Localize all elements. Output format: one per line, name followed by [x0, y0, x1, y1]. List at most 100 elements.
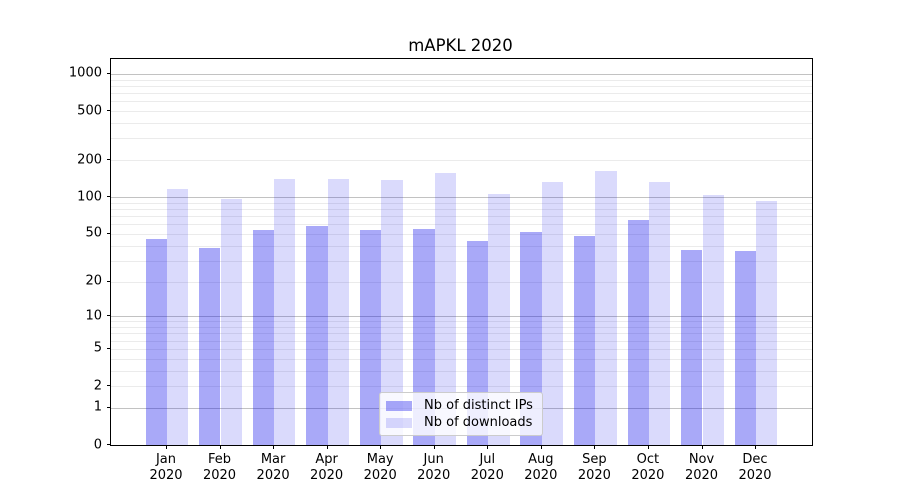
gridline-minor — [111, 358, 812, 360]
x-axis-tick-label: Mar 2020 — [256, 452, 290, 483]
x-tick-mark — [166, 445, 167, 449]
bar-distinct-ips — [681, 249, 703, 445]
y-axis-tick-label: 1 — [93, 399, 102, 415]
x-tick-mark — [647, 445, 649, 449]
x-tick-mark — [433, 445, 435, 449]
y-tick-mark — [107, 232, 111, 234]
y-tick-mark — [107, 347, 111, 349]
bar-distinct-ips — [734, 251, 756, 445]
y-axis-tick-label: 200 — [77, 152, 102, 168]
gridline-major — [111, 197, 812, 199]
gridline-minor — [111, 138, 812, 140]
bar-distinct-ips — [145, 239, 167, 445]
y-tick-mark — [107, 315, 111, 317]
y-tick-mark — [107, 444, 111, 445]
bar-downloads — [327, 179, 349, 445]
legend-swatch-downloads — [386, 417, 412, 428]
bar-distinct-ips — [574, 236, 596, 445]
bar-downloads — [274, 178, 296, 445]
x-tick-mark — [273, 445, 275, 449]
x-tick-mark — [594, 445, 596, 449]
y-tick-mark — [107, 385, 111, 386]
x-tick-mark — [701, 445, 703, 449]
y-tick-mark — [107, 110, 111, 112]
x-axis-tick-label: Oct 2020 — [631, 452, 665, 483]
gridline-minor — [111, 216, 812, 217]
x-tick-mark — [540, 445, 542, 449]
y-axis-tick-label: 50 — [85, 225, 102, 241]
y-axis-tick-label: 10 — [85, 308, 102, 324]
bar-distinct-ips — [199, 248, 221, 445]
y-axis-tick-label: 0 — [93, 437, 102, 452]
gridline-minor — [111, 370, 812, 372]
x-tick-mark — [755, 445, 756, 449]
bar-distinct-ips — [252, 229, 274, 445]
x-axis-tick-label: Sep 2020 — [577, 452, 611, 483]
y-axis-tick-label: 100 — [77, 189, 102, 205]
y-axis-tick-label: 2 — [93, 378, 102, 393]
bar-distinct-ips — [520, 231, 542, 445]
gridline-minor — [111, 245, 812, 247]
legend-swatch-distinct-ips — [386, 400, 412, 411]
gridline-minor — [111, 79, 812, 81]
x-axis-tick-label: Dec 2020 — [738, 452, 772, 483]
gridline-major — [111, 316, 812, 318]
gridline-minor — [111, 333, 812, 335]
chart-title: mAPKL 2020 — [408, 36, 513, 55]
bar-downloads — [756, 201, 778, 445]
y-axis-tick-label: 1000 — [68, 65, 102, 81]
x-tick-mark — [380, 445, 382, 449]
gridline-minor — [111, 224, 812, 226]
gridline-minor — [111, 340, 812, 342]
legend-label-distinct-ips: Nb of distinct IPs — [424, 398, 533, 413]
y-axis-tick-label: 500 — [77, 103, 102, 119]
x-axis-tick-label: May 2020 — [363, 452, 397, 483]
gridline-minor — [111, 327, 812, 328]
legend-item-downloads: Nb of downloads — [386, 415, 534, 430]
gridline-minor — [111, 101, 812, 103]
gridline-minor — [111, 123, 812, 124]
bar-downloads — [434, 172, 457, 445]
gridline-minor — [111, 160, 812, 162]
gridline-minor — [111, 281, 812, 283]
legend-item-distinct-ips: Nb of distinct IPs — [386, 398, 534, 413]
x-tick-mark — [487, 445, 489, 449]
gridline-minor — [111, 260, 812, 262]
x-axis-tick-label: Feb 2020 — [202, 452, 237, 483]
bar-downloads — [541, 181, 564, 445]
gridline-minor — [111, 111, 812, 113]
bar-distinct-ips — [306, 226, 328, 445]
y-tick-mark — [107, 72, 111, 74]
plot-area — [110, 58, 813, 446]
bar-downloads — [702, 195, 724, 445]
y-axis-tick-label: 5 — [93, 340, 102, 356]
y-tick-mark — [107, 159, 111, 161]
bar-distinct-ips — [359, 229, 382, 445]
x-axis-tick-label: Jul 2020 — [470, 452, 504, 483]
legend: Nb of distinct IPs Nb of downloads — [379, 392, 543, 436]
x-axis-tick-label: Nov 2020 — [684, 452, 719, 483]
y-tick-mark — [107, 196, 111, 198]
gridline-major — [111, 73, 812, 75]
gridline-minor — [111, 209, 812, 210]
bar-downloads — [220, 198, 242, 445]
x-axis-tick-label: Jun 2020 — [417, 452, 451, 483]
legend-label-downloads: Nb of downloads — [424, 415, 533, 430]
bar-downloads — [648, 181, 671, 445]
x-tick-mark — [326, 445, 328, 449]
bar-distinct-ips — [413, 228, 435, 445]
gridline-minor — [111, 321, 812, 323]
bar-downloads — [488, 194, 510, 445]
gridline-minor — [111, 348, 812, 350]
x-axis-tick-label: Aug 2020 — [524, 452, 558, 483]
gridline-minor — [111, 85, 812, 87]
y-axis-tick-label: 20 — [85, 273, 102, 289]
bar-downloads — [381, 179, 403, 445]
gridline-minor — [111, 202, 812, 204]
bar-downloads — [167, 188, 189, 445]
gridline-minor — [111, 233, 812, 235]
bar-downloads — [595, 171, 617, 445]
gridline-minor — [111, 386, 812, 387]
gridline-minor — [111, 93, 812, 94]
